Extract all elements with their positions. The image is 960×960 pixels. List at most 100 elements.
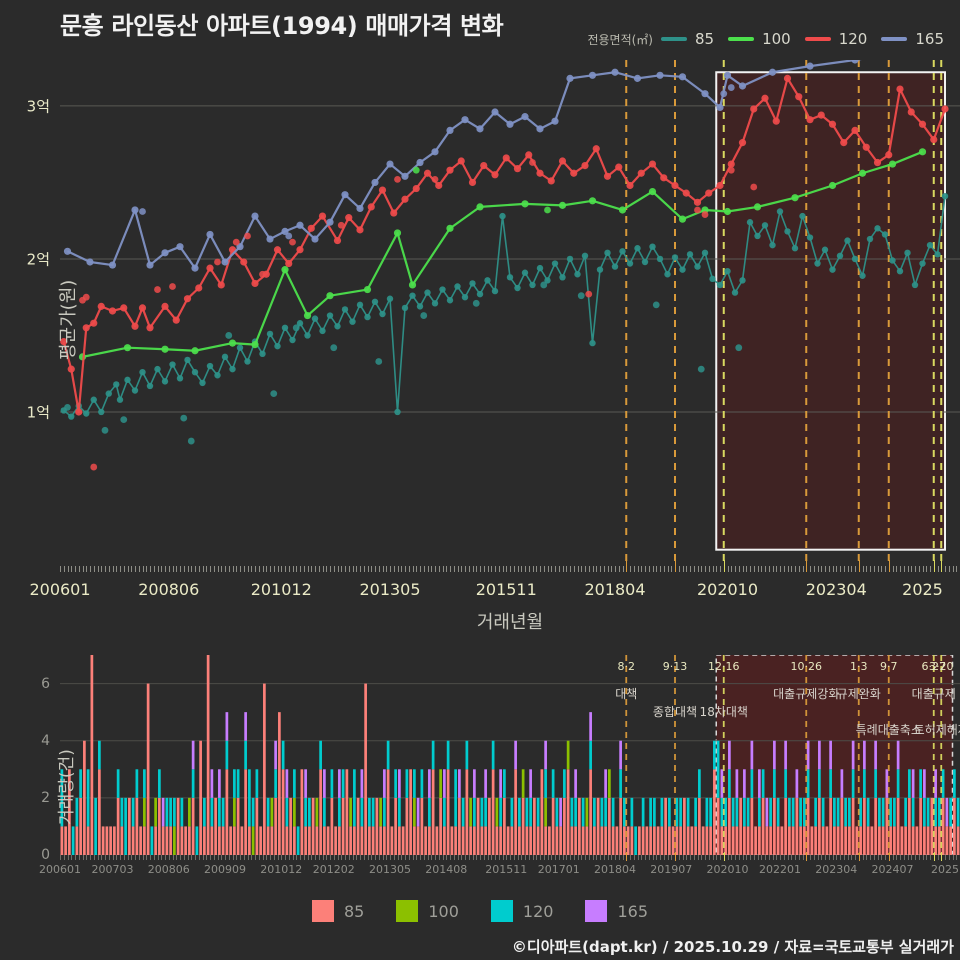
volume-bar-segment-85 [349,826,352,855]
volume-bar-segment-85 [540,769,544,855]
price-point-165 [341,191,349,199]
volume-bar-segment-85 [64,826,67,855]
price-scatter-point [289,238,296,246]
bar-legend-item-100[interactable]: 100 [396,900,459,922]
price-x-tick-minor [900,566,901,572]
price-point-85 [649,243,656,250]
price-x-tick-minor [390,566,391,572]
policy-date-label: 9·13 [662,660,688,673]
price-point-165 [191,264,199,272]
price-x-tick-minor [330,566,331,572]
volume-x-tick-minor [333,855,335,860]
volume-bar-segment-100 [469,797,472,827]
volume-x-tick-minor [352,855,354,860]
price-point-120 [423,169,432,177]
bar-legend-item-85[interactable]: 85 [312,900,364,922]
volume-bar-segment-85 [529,826,532,855]
price-x-tick-minor [82,566,84,572]
price-point-120 [896,85,904,93]
volume-bar-segment-100 [495,797,499,827]
price-x-tick-201305: 201305 [359,580,421,599]
volume-x-tick-minor [783,855,785,860]
policy-date-label: 10·26 [790,660,823,673]
price-x-tick-minor [345,566,346,572]
volume-bar-segment-85 [956,826,960,855]
price-point-120 [378,186,387,194]
bar-legend-item-120[interactable]: 120 [490,900,553,922]
price-point-85 [296,320,304,327]
price-point-85 [139,368,146,376]
price-x-tick-minor [363,566,365,572]
price-x-tick-minor [210,566,211,572]
price-x-tick-minor [86,566,88,572]
volume-bar-segment-120 [236,769,240,798]
price-point-85 [551,260,559,267]
bar-legend-item-165[interactable]: 165 [585,900,648,922]
volume-bar-segment-85 [135,797,139,855]
volume-x-tick-minor [442,855,444,860]
volume-bar-segment-85 [885,797,889,855]
price-point-85 [446,297,454,304]
volume-x-tick-minor [630,855,631,860]
price-x-tick-minor [472,566,474,572]
volume-bar-segment-165 [589,712,592,741]
volume-x-tick-minor [168,855,170,860]
price-point-85 [506,274,514,281]
volume-x-tick-minor [618,855,620,860]
volume-x-tick-minor [562,855,564,860]
volume-bar-segment-165 [784,740,787,770]
volume-bar-segment-120 [248,769,251,827]
price-x-tick-minor [341,566,343,572]
price-point-120 [738,139,747,147]
volume-x-tick-minor [577,855,579,860]
legend-item-120[interactable]: 120 [804,30,867,48]
volume-bar-segment-85 [289,797,292,855]
price-x-tick-minor [318,566,320,572]
price-x-tick-minor [468,566,470,572]
price-x-tick-minor [183,566,185,572]
price-point-165 [768,68,777,76]
price-point-120 [131,322,139,330]
volume-bar-segment-120 [698,769,701,798]
volume-x-tick-minor [873,855,875,860]
price-point-85 [814,260,821,267]
volume-x-tick-minor [356,855,358,860]
legend-item-100[interactable]: 100 [728,30,791,48]
legend-item-85[interactable]: 85 [660,30,714,48]
volume-bar-segment-120 [296,826,300,855]
price-x-tick-minor [333,566,335,572]
volume-x-tick-201408: 201408 [425,863,468,876]
volume-bar-segment-85 [780,826,784,855]
volume-x-tick-minor [176,855,178,860]
price-point-85 [431,300,439,307]
price-x-tick-minor [907,566,909,572]
volume-x-tick-minor [348,855,350,860]
price-point-165 [266,235,274,243]
volume-x-tick-minor [573,855,575,860]
price-point-100 [618,206,627,214]
volume-bar-segment-165 [806,740,810,770]
volume-x-tick-minor [180,855,181,860]
price-x-tick-minor [491,566,493,572]
volume-bar-segment-165 [923,769,926,798]
volume-bar-segment-120 [225,740,229,770]
volume-bar-segment-85 [739,797,742,855]
volume-bar-segment-85 [641,826,645,855]
volume-bar-segment-165 [911,769,915,798]
volume-x-tick-minor [922,855,924,860]
price-x-tick-minor [896,566,898,572]
volume-bar-segment-85 [814,826,817,855]
volume-x-tick-minor [427,855,429,860]
volume-x-tick-minor [720,855,721,860]
legend-item-165[interactable]: 165 [881,30,944,48]
price-x-tick-minor [821,566,823,572]
price-point-120 [660,174,668,182]
price-x-tick-minor [525,566,526,572]
price-x-tick-minor [577,566,579,572]
price-point-120 [146,324,154,332]
volume-x-tick-minor [772,855,774,860]
price-line-100 [82,150,923,358]
volume-bar-segment-120 [641,797,645,827]
price-x-tick-minor [348,566,350,572]
volume-bar-segment-85 [495,826,499,855]
